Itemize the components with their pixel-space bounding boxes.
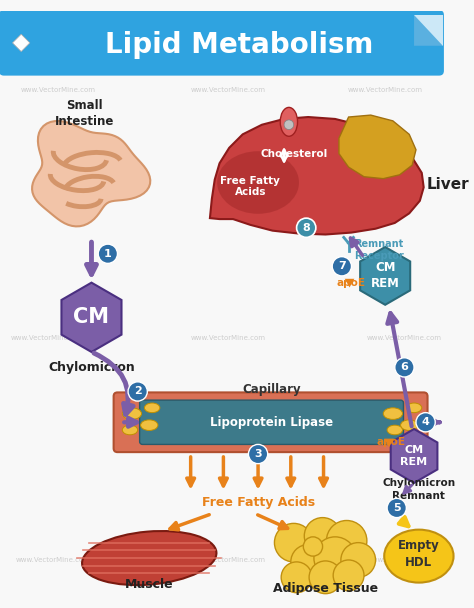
Circle shape: [314, 537, 356, 579]
Text: Adipose Tissue: Adipose Tissue: [273, 582, 378, 595]
Circle shape: [395, 358, 414, 377]
Text: CM
REM: CM REM: [371, 261, 400, 291]
Text: 3: 3: [254, 449, 262, 459]
Text: Lipoprotein Lipase: Lipoprotein Lipase: [210, 416, 333, 429]
Polygon shape: [339, 115, 416, 179]
Polygon shape: [360, 247, 410, 305]
Text: Free Fatty Acids: Free Fatty Acids: [201, 496, 315, 509]
Text: www.VectorMine.com: www.VectorMine.com: [16, 557, 91, 563]
Ellipse shape: [387, 425, 402, 435]
Text: www.VectorMine.com: www.VectorMine.com: [347, 87, 423, 93]
Text: www.VectorMine.com: www.VectorMine.com: [191, 336, 266, 342]
Ellipse shape: [122, 425, 138, 435]
Text: CM
REM: CM REM: [401, 445, 428, 467]
Text: 7: 7: [338, 261, 346, 271]
Text: Remnant
Receptor: Remnant Receptor: [355, 239, 404, 261]
Circle shape: [98, 244, 118, 263]
Text: 6: 6: [401, 362, 409, 372]
Ellipse shape: [384, 530, 454, 582]
Circle shape: [128, 382, 147, 401]
Text: www.VectorMine.com: www.VectorMine.com: [191, 557, 266, 563]
Polygon shape: [391, 429, 438, 483]
Polygon shape: [32, 121, 150, 226]
Text: Liver: Liver: [427, 177, 469, 192]
Circle shape: [309, 561, 342, 593]
Polygon shape: [414, 15, 443, 46]
Circle shape: [284, 120, 294, 130]
Text: Muscle: Muscle: [125, 578, 173, 590]
Circle shape: [303, 537, 323, 556]
Ellipse shape: [280, 108, 298, 136]
Ellipse shape: [406, 403, 422, 413]
Circle shape: [332, 257, 351, 276]
FancyBboxPatch shape: [140, 400, 403, 444]
Text: Free Fatty
Acids: Free Fatty Acids: [220, 176, 280, 197]
Text: Chylomicron
Remnant: Chylomicron Remnant: [383, 478, 456, 501]
Text: 1: 1: [104, 249, 112, 259]
Polygon shape: [414, 15, 443, 46]
Circle shape: [327, 520, 367, 561]
Ellipse shape: [383, 408, 402, 420]
Circle shape: [304, 517, 341, 554]
Text: www.VectorMine.com: www.VectorMine.com: [191, 87, 266, 93]
FancyBboxPatch shape: [114, 392, 428, 452]
Text: Small
Intestine: Small Intestine: [55, 98, 114, 128]
Circle shape: [248, 444, 268, 464]
Text: apoE: apoE: [337, 278, 366, 288]
Ellipse shape: [82, 531, 217, 585]
Text: 2: 2: [134, 387, 142, 396]
Polygon shape: [62, 283, 121, 352]
Polygon shape: [384, 438, 394, 447]
Text: 5: 5: [393, 503, 401, 513]
Text: CM: CM: [73, 307, 109, 327]
Circle shape: [416, 413, 435, 432]
Text: 4: 4: [422, 417, 429, 427]
Text: Lipid Metabolism: Lipid Metabolism: [105, 31, 373, 59]
Circle shape: [274, 523, 313, 562]
FancyArrowPatch shape: [94, 353, 133, 415]
Circle shape: [333, 560, 364, 591]
Circle shape: [341, 542, 375, 578]
Ellipse shape: [401, 420, 418, 430]
Text: 8: 8: [302, 223, 310, 233]
Text: Cholesterol: Cholesterol: [260, 148, 328, 159]
Ellipse shape: [122, 408, 142, 420]
Circle shape: [387, 499, 406, 517]
Text: www.VectorMine.com: www.VectorMine.com: [367, 336, 442, 342]
Polygon shape: [345, 279, 355, 288]
Ellipse shape: [217, 151, 299, 214]
FancyBboxPatch shape: [0, 10, 444, 75]
Polygon shape: [12, 34, 30, 52]
Text: www.VectorMine.com: www.VectorMine.com: [367, 557, 442, 563]
Ellipse shape: [145, 403, 160, 413]
Text: Capillary: Capillary: [242, 383, 301, 396]
Text: Empty
HDL: Empty HDL: [398, 539, 440, 569]
Text: apoE: apoE: [376, 438, 405, 447]
Text: www.VectorMine.com: www.VectorMine.com: [10, 336, 86, 342]
Circle shape: [297, 218, 316, 237]
Text: www.VectorMine.com: www.VectorMine.com: [20, 87, 95, 93]
Text: Chylomicron: Chylomicron: [48, 361, 135, 374]
Circle shape: [281, 562, 312, 593]
Polygon shape: [210, 117, 424, 235]
Circle shape: [291, 545, 326, 579]
Ellipse shape: [141, 420, 158, 430]
